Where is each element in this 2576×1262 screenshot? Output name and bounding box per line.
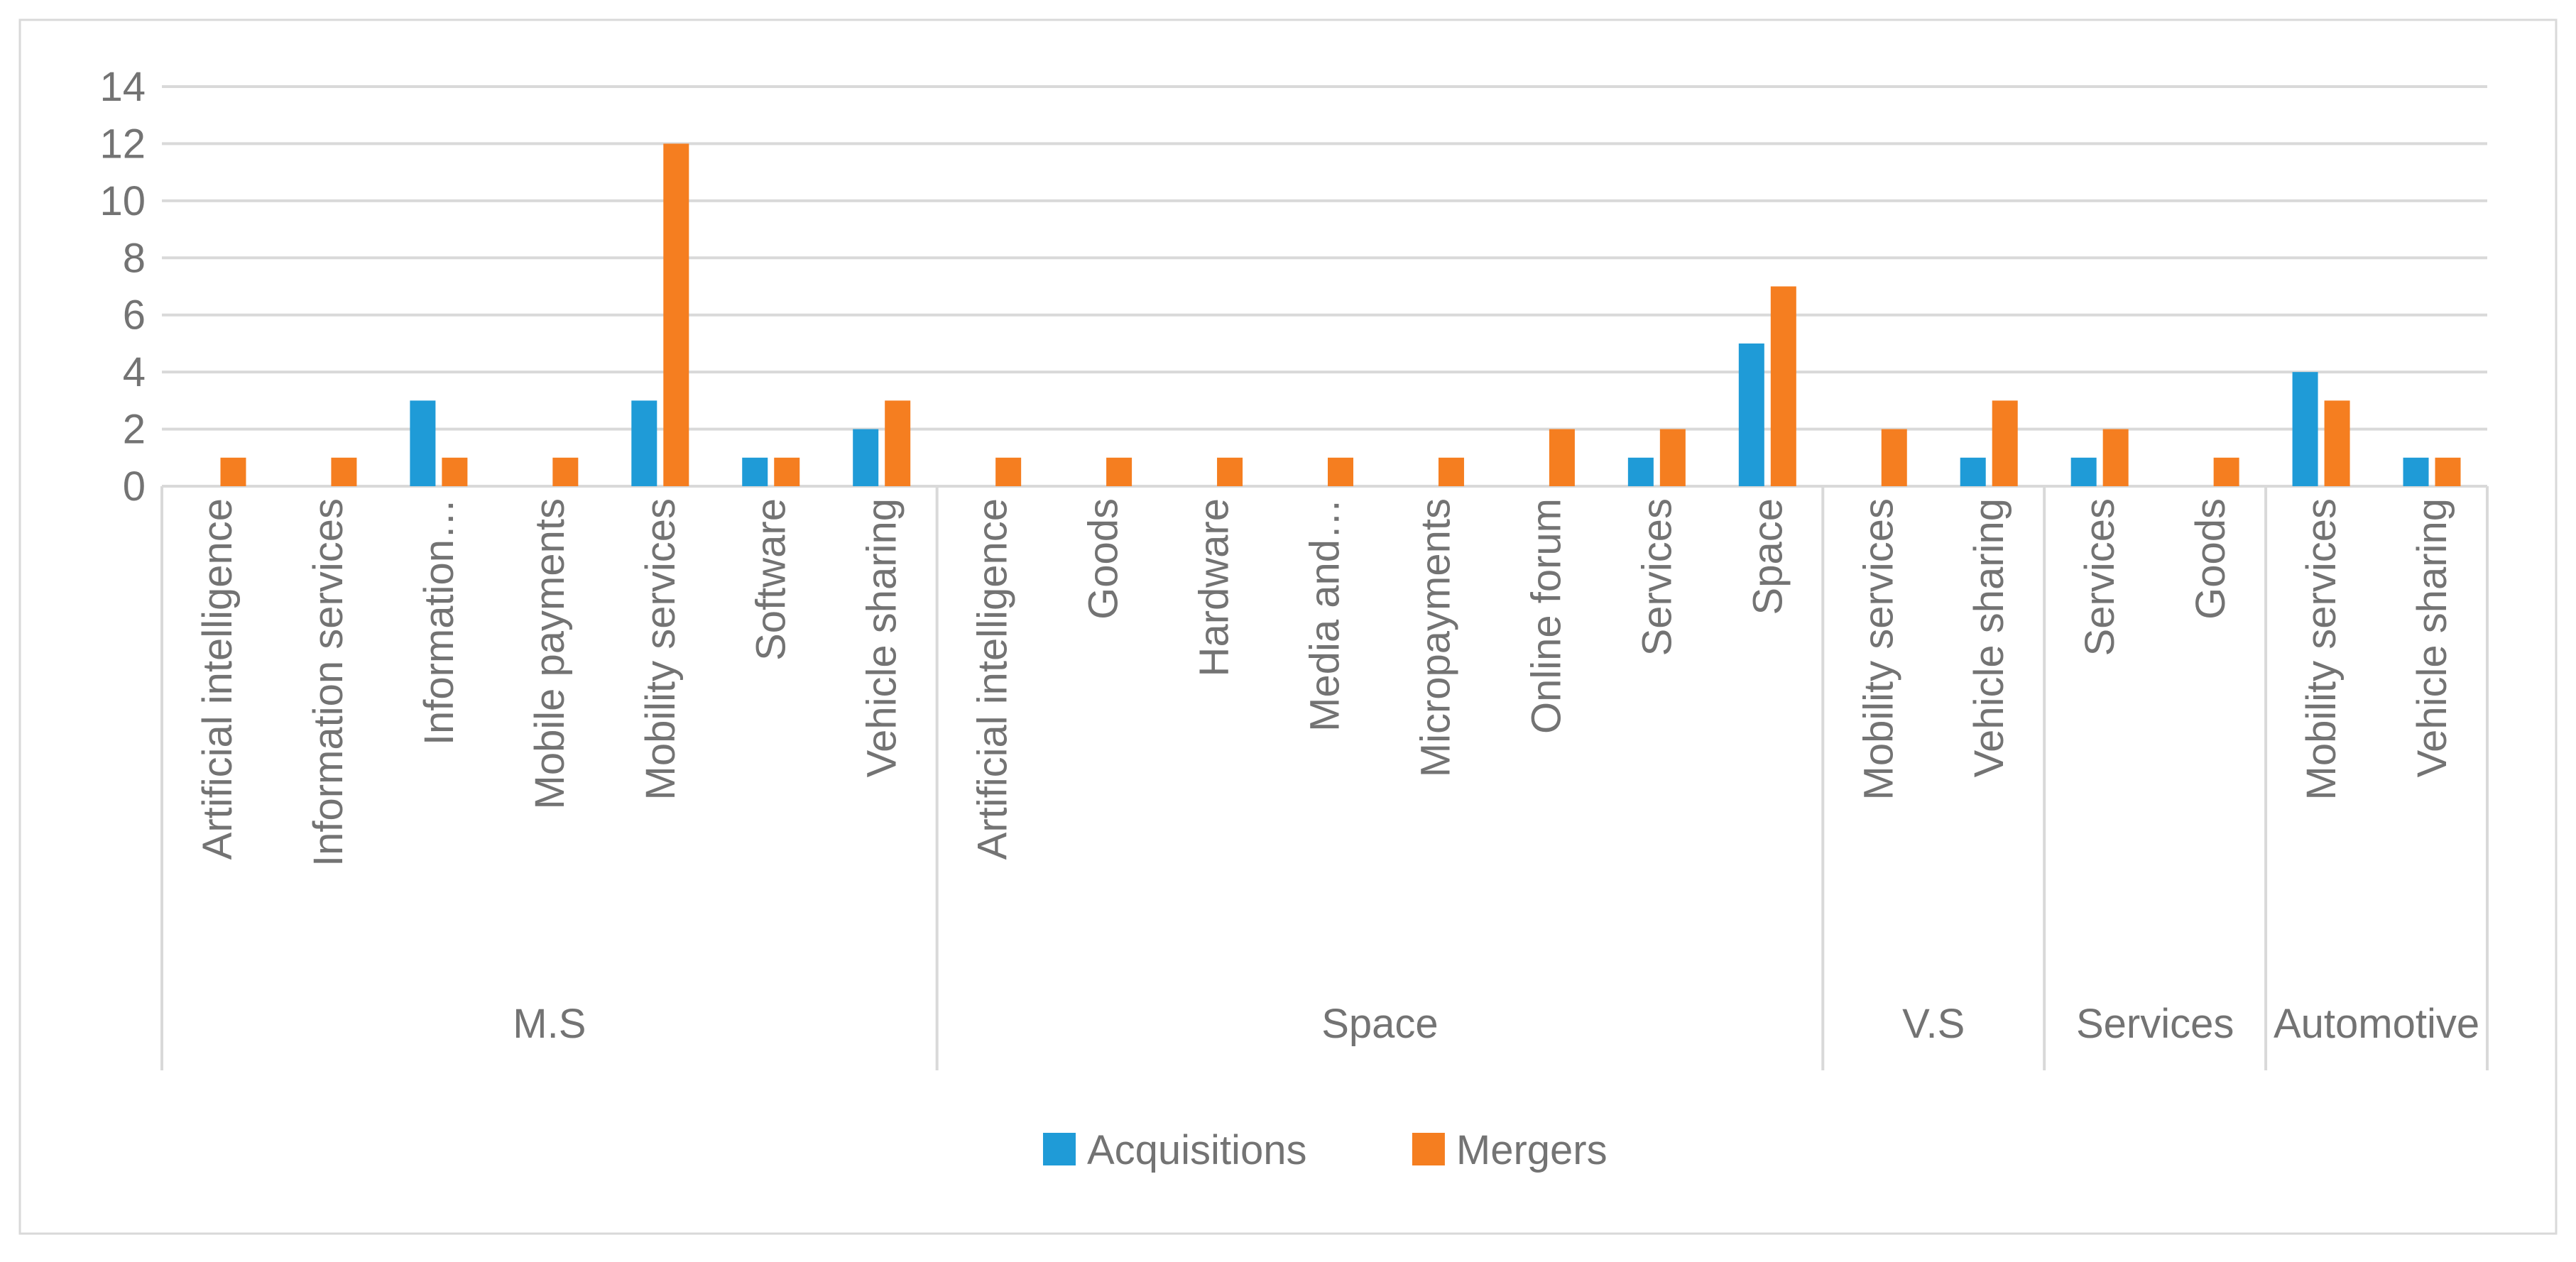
x-group-label: Automotive — [2274, 1001, 2479, 1047]
bar-mergers — [331, 457, 357, 486]
bar-mergers — [885, 400, 911, 486]
bar-acquisitions — [631, 400, 657, 486]
x-category-label: Mobility services — [1855, 498, 1901, 800]
y-axis-tick-label: 14 — [99, 64, 146, 110]
bar-mergers — [1217, 457, 1243, 486]
legend-label-mergers: Mergers — [1456, 1127, 1608, 1173]
x-category-label: Artificial intelligence — [970, 498, 1016, 860]
bar-mergers — [1770, 286, 1796, 486]
bar-acquisitions — [410, 400, 436, 486]
x-category-label: Services — [1634, 498, 1680, 656]
legend-swatch-mergers — [1412, 1133, 1445, 1165]
x-category-label: Micropayments — [1412, 498, 1458, 777]
y-axis-tick-label: 10 — [99, 178, 146, 224]
x-category-label: Services — [2077, 498, 2123, 656]
x-category-label: Mobility services — [638, 498, 684, 800]
x-category-label: Hardware — [1191, 498, 1238, 676]
y-axis-tick-label: 2 — [123, 407, 146, 453]
legend-swatch-acquisitions — [1042, 1133, 1076, 1165]
y-axis-tick-label: 0 — [123, 463, 146, 510]
bar-acquisitions — [1627, 457, 1654, 486]
bar-mergers — [663, 143, 689, 486]
bar-mergers — [1992, 400, 2018, 486]
legend-label-acquisitions: Acquisitions — [1087, 1127, 1306, 1173]
x-category-label: Goods — [2188, 498, 2234, 620]
bar-mergers — [995, 457, 1022, 486]
bar-mergers — [2213, 457, 2239, 486]
x-category-label: Online forum — [1523, 498, 1569, 734]
bar-mergers — [1328, 457, 1353, 486]
bar-acquisitions — [2403, 457, 2429, 486]
x-category-label: Goods — [1081, 498, 1127, 620]
bar-mergers — [1106, 457, 1133, 486]
x-group-label: M.S — [513, 1001, 586, 1047]
x-group-label: V.S — [1902, 1001, 1965, 1047]
x-category-label: Information… — [416, 498, 462, 745]
bar-acquisitions — [1738, 343, 1764, 486]
bar-mergers — [552, 457, 579, 486]
bar-acquisitions — [742, 457, 768, 486]
bar-mergers — [1881, 429, 1907, 486]
bar-mergers — [1659, 429, 1686, 486]
y-axis-tick-label: 12 — [99, 121, 146, 167]
bar-acquisitions — [1960, 457, 1986, 486]
bar-mergers — [220, 457, 246, 486]
y-axis-tick-label: 6 — [123, 292, 146, 339]
bar-mergers — [442, 457, 468, 486]
x-category-label: Artificial intelligence — [195, 498, 241, 860]
y-axis-tick-label: 4 — [123, 349, 146, 395]
bar-mergers — [2102, 429, 2129, 486]
bar-acquisitions — [2292, 372, 2318, 486]
x-group-label: Services — [2076, 1001, 2234, 1047]
bar-mergers — [1549, 429, 1575, 486]
x-category-label: Mobile payments — [527, 498, 573, 809]
x-category-label: Vehicle sharing — [2409, 498, 2455, 777]
bar-mergers — [774, 457, 800, 486]
x-category-label: Software — [748, 498, 795, 661]
x-category-label: Mobility services — [2298, 498, 2345, 800]
x-category-label: Media and… — [1302, 498, 1348, 732]
bar-mergers — [2435, 457, 2461, 486]
x-category-label: Space — [1745, 498, 1791, 615]
x-group-label: Space — [1321, 1001, 1438, 1047]
x-category-label: Information services — [305, 498, 351, 867]
bar-mergers — [1438, 457, 1464, 486]
bar-acquisitions — [2070, 457, 2097, 486]
bar-mergers — [2324, 400, 2350, 486]
x-category-label: Vehicle sharing — [859, 498, 905, 777]
y-axis-tick-label: 8 — [123, 235, 146, 281]
bar-acquisitions — [853, 429, 879, 486]
figure-border — [18, 18, 2558, 1235]
x-category-label: Vehicle sharing — [1966, 498, 2012, 777]
